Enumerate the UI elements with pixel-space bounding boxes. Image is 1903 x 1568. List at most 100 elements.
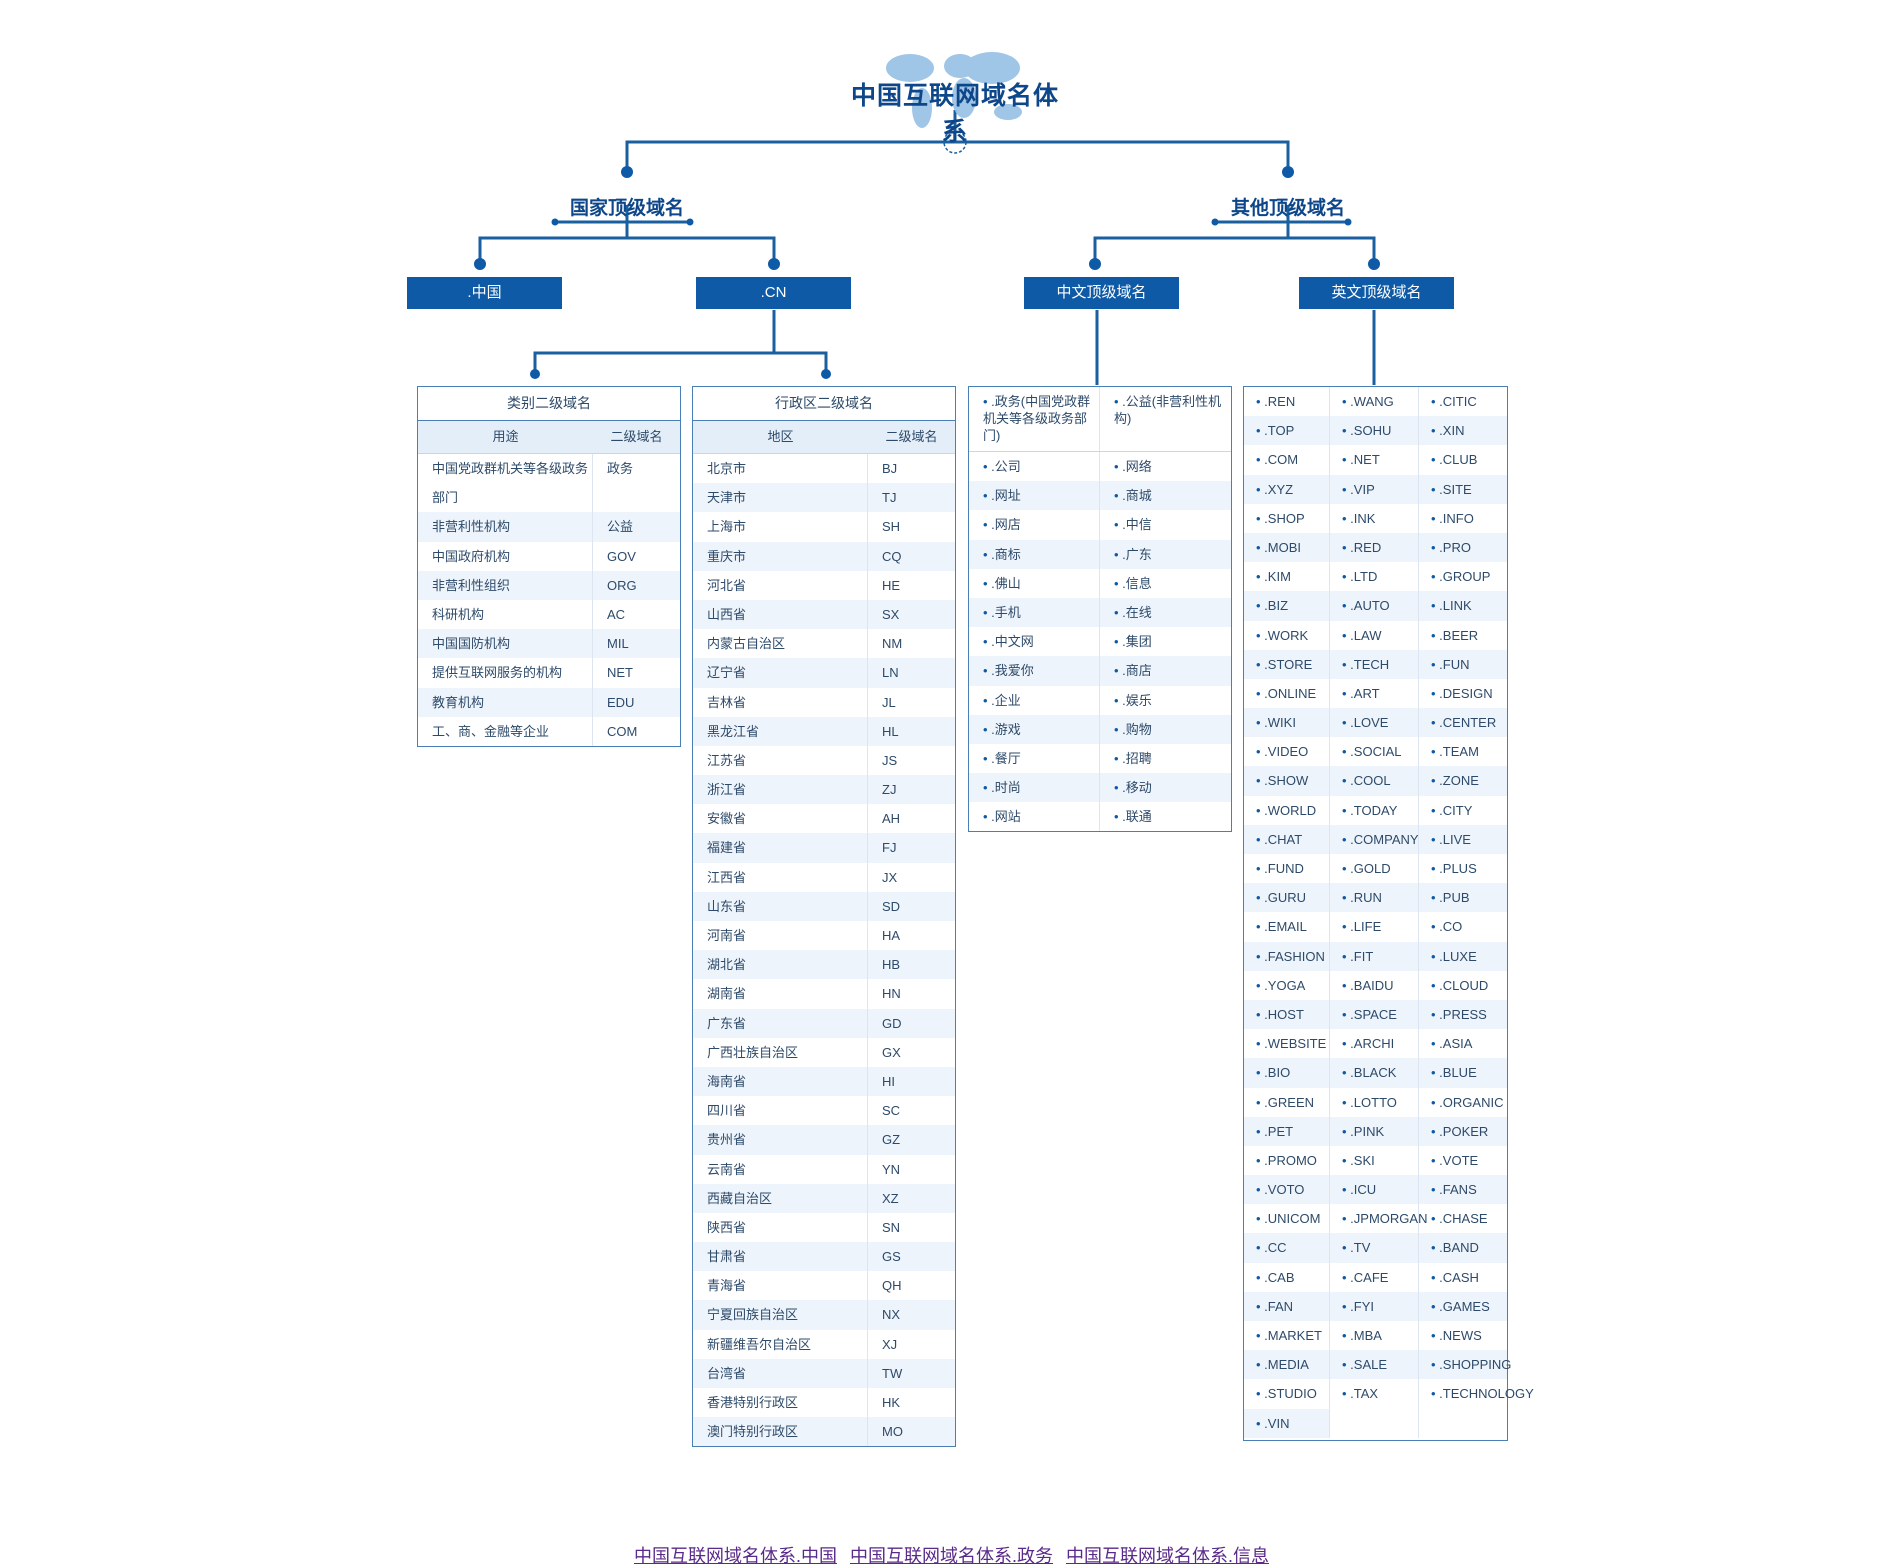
table-row: 广东省 GD — [693, 1008, 955, 1038]
table-row: 非营利性组织 ORG — [418, 570, 680, 600]
list-item: .VIP — [1330, 474, 1418, 504]
cell-code: XZ — [882, 1190, 899, 1206]
cell-code: GZ — [882, 1132, 901, 1148]
cell-region: 山西省 — [693, 599, 868, 630]
list-item: .HOST — [1244, 999, 1329, 1030]
cell-use: 提供互联网服务的机构 — [418, 658, 593, 688]
cell-code: HI — [882, 1073, 895, 1089]
list-item: .JPMORGAN — [1330, 1204, 1427, 1233]
list-item: .SOHU — [1330, 416, 1418, 446]
cell-region: 北京市 — [693, 454, 868, 484]
list-item: .ICU — [1330, 1175, 1418, 1205]
list-item: .ONLINE — [1244, 679, 1329, 708]
list-item: .SALE — [1330, 1350, 1418, 1380]
table-row: 河北省 HE — [693, 570, 955, 600]
list-item: .SHOW — [1244, 766, 1329, 796]
list-item: .网络 — [1100, 452, 1231, 481]
cell-code: FJ — [882, 840, 897, 856]
list-item: .商城 — [1100, 481, 1231, 510]
list-item: .在线 — [1100, 598, 1231, 627]
table-row: 黑龙江省 HL — [693, 716, 955, 746]
list-item: .GAMES — [1419, 1291, 1507, 1321]
box-zhongguo: .中国 — [407, 277, 562, 309]
region-table-title: 行政区二级域名 — [693, 387, 955, 421]
footer-link-zhengwu[interactable]: 中国互联网域名体系.政务 — [850, 1546, 1053, 1566]
cell-region: 河南省 — [693, 921, 868, 951]
table-row: .网店.中信 — [969, 510, 1231, 540]
list-item: .TECH — [1330, 649, 1418, 679]
list-item: .公司 — [969, 452, 1100, 482]
list-item: .ART — [1330, 679, 1418, 708]
list-item: .FUND — [1244, 854, 1329, 883]
list-item: .WIKI — [1244, 708, 1329, 738]
table-row: 福建省 FJ — [693, 833, 955, 863]
col-header-region: 地区 — [767, 429, 794, 444]
cell-region: 贵州省 — [693, 1125, 868, 1155]
cell-region: 甘肃省 — [693, 1242, 868, 1272]
cell-region: 河北省 — [693, 570, 868, 600]
cell-region: 江西省 — [693, 862, 868, 892]
cell-use: 教育机构 — [418, 687, 593, 717]
branch-national-title: 国家顶级域名 — [569, 198, 684, 219]
category-rows: 中国党政群机关等各级政务部门 政务 非营利性机构 公益 中国政府机构 GOV 非营利性组织 O… — [418, 454, 680, 746]
table-row: 教育机构 EDU — [418, 687, 680, 717]
list-item: .FUN — [1419, 649, 1507, 679]
table-row: 重庆市 CQ — [693, 541, 955, 571]
list-item: .CLOUD — [1419, 971, 1507, 1000]
table-row: 中国国防机构 MIL — [418, 629, 680, 659]
list-item: .VOTO — [1244, 1175, 1329, 1205]
list-item: .招聘 — [1100, 744, 1231, 773]
col-header-use: 用途 — [492, 429, 519, 444]
cell-code: SC — [882, 1103, 901, 1119]
cell-code: JL — [882, 694, 896, 710]
table-row: 湖北省 HB — [693, 950, 955, 980]
list-item: .联通 — [1100, 802, 1231, 831]
list-item: .BLUE — [1419, 1058, 1507, 1088]
table-row: 山东省 SD — [693, 891, 955, 921]
list-item: .RED — [1330, 532, 1418, 563]
list-item: .FYI — [1330, 1291, 1418, 1321]
list-item: .信息 — [1100, 569, 1231, 598]
cell-code: MO — [882, 1424, 903, 1440]
list-item: .COMPANY — [1330, 824, 1419, 854]
list-item: .LOTTO — [1330, 1088, 1418, 1117]
cell-code: GX — [882, 1044, 901, 1060]
list-item: .STORE — [1244, 649, 1329, 679]
list-item: .VIN — [1244, 1408, 1329, 1438]
list-item: .网址 — [969, 481, 1100, 511]
list-item: .手机 — [969, 597, 1100, 628]
list-item: .NEWS — [1419, 1321, 1507, 1350]
cell-domain: 政务 — [607, 461, 634, 476]
list-item: .BIZ — [1244, 591, 1329, 621]
list-item: .FIT — [1330, 941, 1418, 971]
list-item: .LAW — [1330, 621, 1418, 650]
list-item: .EMAIL — [1244, 912, 1329, 941]
table-row: .佛山.信息 — [969, 568, 1231, 598]
footer-link-xinxi[interactable]: 中国互联网域名体系.信息 — [1066, 1546, 1270, 1566]
cell-code: TJ — [882, 490, 897, 506]
list-item: .POKER — [1419, 1116, 1507, 1146]
list-item: .PLUS — [1419, 854, 1507, 883]
list-item: .SKI — [1330, 1146, 1418, 1175]
list-item: .PRO — [1419, 532, 1507, 563]
table-row: 非营利性机构 公益 — [418, 512, 680, 542]
cell-use: 中国党政群机关等各级政务部门 — [418, 454, 593, 513]
table-row: .手机.在线 — [969, 597, 1231, 628]
list-item: .COM — [1244, 445, 1329, 474]
list-item: .BEER — [1419, 621, 1507, 650]
table-row: 四川省 SC — [693, 1096, 955, 1126]
table-row: 江西省 JX — [693, 862, 955, 892]
list-item: .FASHION — [1244, 941, 1329, 971]
list-item: .购物 — [1100, 715, 1231, 744]
footer-link-zhongguo[interactable]: 中国互联网域名体系.中国 — [633, 1546, 837, 1566]
cell-region: 广东省 — [693, 1008, 868, 1038]
list-item: .商标 — [969, 539, 1100, 569]
list-item: .TODAY — [1330, 796, 1418, 825]
list-item: .RUN — [1330, 883, 1418, 913]
table-row: 西藏自治区 XZ — [693, 1183, 955, 1213]
list-item: .我爱你 — [969, 656, 1100, 686]
cell-code: NM — [882, 636, 903, 652]
list-item: .游戏 — [969, 714, 1100, 744]
list-item: .ASIA — [1419, 1029, 1507, 1058]
